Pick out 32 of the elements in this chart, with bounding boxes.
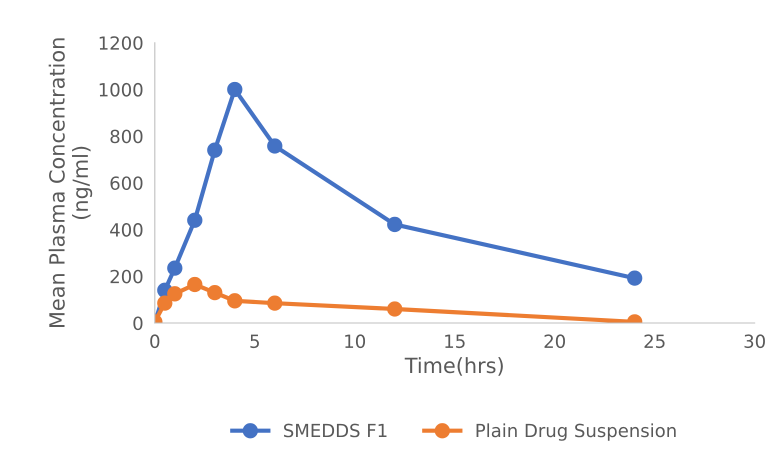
point (227, 82, 242, 98)
y-tick-label: 1200 (100, 36, 142, 50)
point (627, 270, 642, 286)
x-tick-label: 15 (445, 334, 465, 348)
point (167, 286, 182, 302)
y-tick-label: 400 (110, 223, 142, 237)
x-axis-title: Time(hrs) (404, 357, 503, 376)
x-tick-label: 20 (544, 334, 565, 348)
point (227, 293, 242, 308)
point (187, 276, 202, 292)
x-tick-label: 25 (644, 334, 665, 348)
legend-label: Plain Drug Suspension (476, 423, 676, 441)
y-tick-label: 800 (110, 130, 142, 144)
x-tick-label: 10 (345, 334, 366, 348)
y-tick-label: 1000 (100, 82, 142, 97)
point (167, 260, 182, 276)
point (157, 296, 172, 311)
y-axis-title: Mean Plasma Concentration (ng/ml) (48, 38, 92, 328)
y-tick-label: 200 (110, 270, 142, 284)
y-tick-label: 600 (110, 176, 142, 190)
x-tick-label: 30 (744, 334, 765, 348)
point (267, 296, 282, 311)
legend-label: SMEDDS F1 (284, 424, 386, 438)
x-tick-label: 0 (150, 334, 160, 348)
point (387, 216, 402, 232)
point (387, 301, 402, 317)
point (187, 212, 202, 228)
x-tick-label: 5 (250, 334, 259, 348)
y-tick-label: 0 (133, 316, 142, 330)
point (207, 142, 222, 158)
point (207, 285, 222, 300)
point (267, 138, 282, 154)
